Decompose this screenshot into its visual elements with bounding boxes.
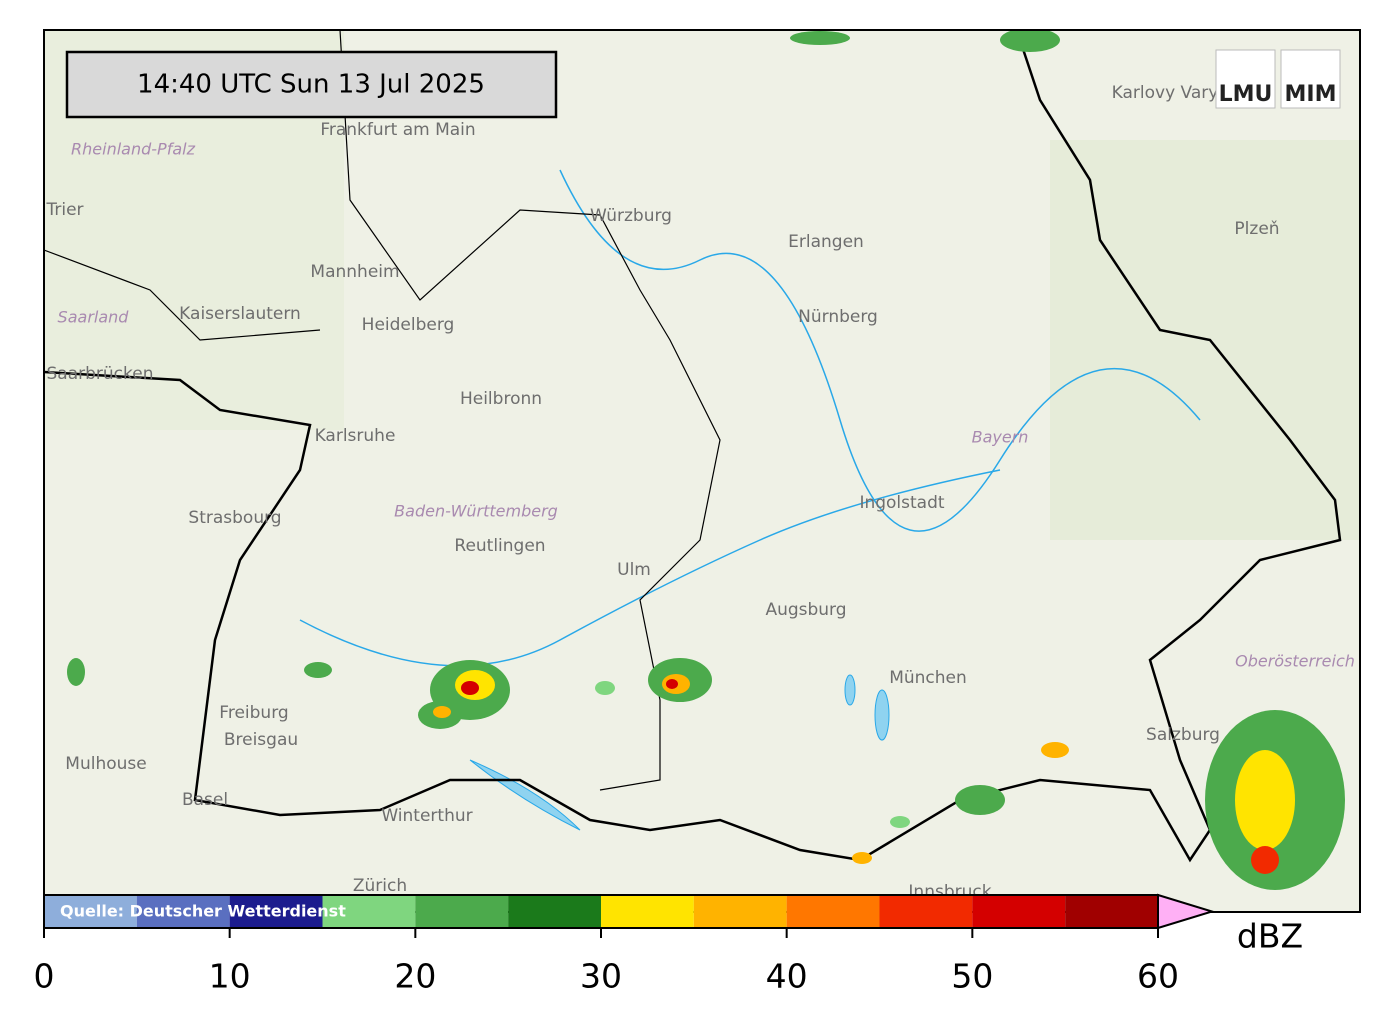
logo-box	[1280, 49, 1341, 109]
logo-text: LMU	[1219, 82, 1273, 107]
tick-label: 60	[1137, 957, 1179, 996]
colorbar-segment	[229, 895, 323, 928]
region-label: Oberösterreich	[1235, 652, 1355, 671]
colorbar: Quelle: Deutscher Wetterdienst 0 10 20 30 40 5…	[34, 893, 1303, 996]
city-label: Salzburg	[1146, 725, 1220, 745]
city-label: Reutlingen	[454, 536, 545, 556]
tick-label: 20	[394, 957, 436, 996]
city-label: Mulhouse	[65, 754, 146, 774]
map: Frankfurt am Main Trier Mannheim Kaiserslau…	[44, 30, 1360, 912]
region-label: Bayern	[972, 428, 1029, 447]
city-label: Zürich	[353, 876, 407, 896]
city-label: Karlsruhe	[315, 426, 396, 446]
city-label: Kaiserslautern	[179, 304, 301, 324]
tick-label: 50	[951, 957, 993, 996]
tick-label: 30	[580, 957, 622, 996]
colorbar-segment	[972, 895, 1066, 928]
colorbar-segment	[508, 895, 601, 928]
tick-label: 0	[34, 957, 55, 996]
city-label: Freiburg	[219, 703, 288, 723]
colorbar-segment	[601, 895, 694, 928]
radar-echoes	[67, 30, 1345, 890]
city-label: Nürnberg	[798, 307, 878, 327]
tick-label: 10	[209, 957, 251, 996]
city-label: Breisgau	[224, 730, 298, 750]
region-label: Baden-Württemberg	[394, 502, 558, 521]
unit-label: dBZ	[1237, 917, 1303, 956]
city-label: Heidelberg	[362, 315, 455, 335]
logo-text: MIM	[1285, 82, 1337, 107]
city-label: Ulm	[617, 560, 651, 580]
city-label: Strasbourg	[188, 508, 281, 528]
city-label: Mannheim	[310, 262, 399, 282]
tick-label: 40	[766, 957, 808, 996]
colorbar-segment	[415, 895, 509, 928]
city-label: Winterthur	[381, 806, 472, 826]
city-label: Ingolstadt	[859, 493, 944, 513]
colorbar-segment	[879, 895, 973, 928]
city-label: Karlovy Vary	[1112, 83, 1219, 103]
timestamp: 14:40 UTC Sun 13 Jul 2025	[137, 70, 485, 100]
source-label: Quelle: Deutscher Wetterdienst	[60, 902, 346, 921]
city-label: München	[889, 668, 967, 688]
colorbar-segment	[322, 895, 416, 928]
city-label: Plzeň	[1234, 219, 1279, 239]
city-label: Würzburg	[590, 206, 672, 226]
region-label: Rheinland-Pfalz	[71, 140, 196, 159]
city-label: Erlangen	[788, 232, 864, 252]
colorbar-segment	[136, 895, 230, 928]
region-label: Saarland	[58, 308, 130, 327]
colorbar-segment	[786, 895, 880, 928]
logo-box	[1215, 49, 1276, 109]
city-label: Frankfurt am Main	[320, 120, 475, 140]
colorbar-segment	[44, 895, 137, 928]
colorbar-segment	[693, 895, 787, 928]
city-label: Augsburg	[765, 600, 846, 620]
city-label: Basel	[182, 790, 228, 810]
time-box	[65, 50, 558, 119]
city-label: Trier	[45, 200, 83, 220]
city-label: Heilbronn	[460, 389, 542, 409]
city-label: Saarbrücken	[47, 364, 154, 384]
colorbar-segment	[1065, 895, 1158, 928]
